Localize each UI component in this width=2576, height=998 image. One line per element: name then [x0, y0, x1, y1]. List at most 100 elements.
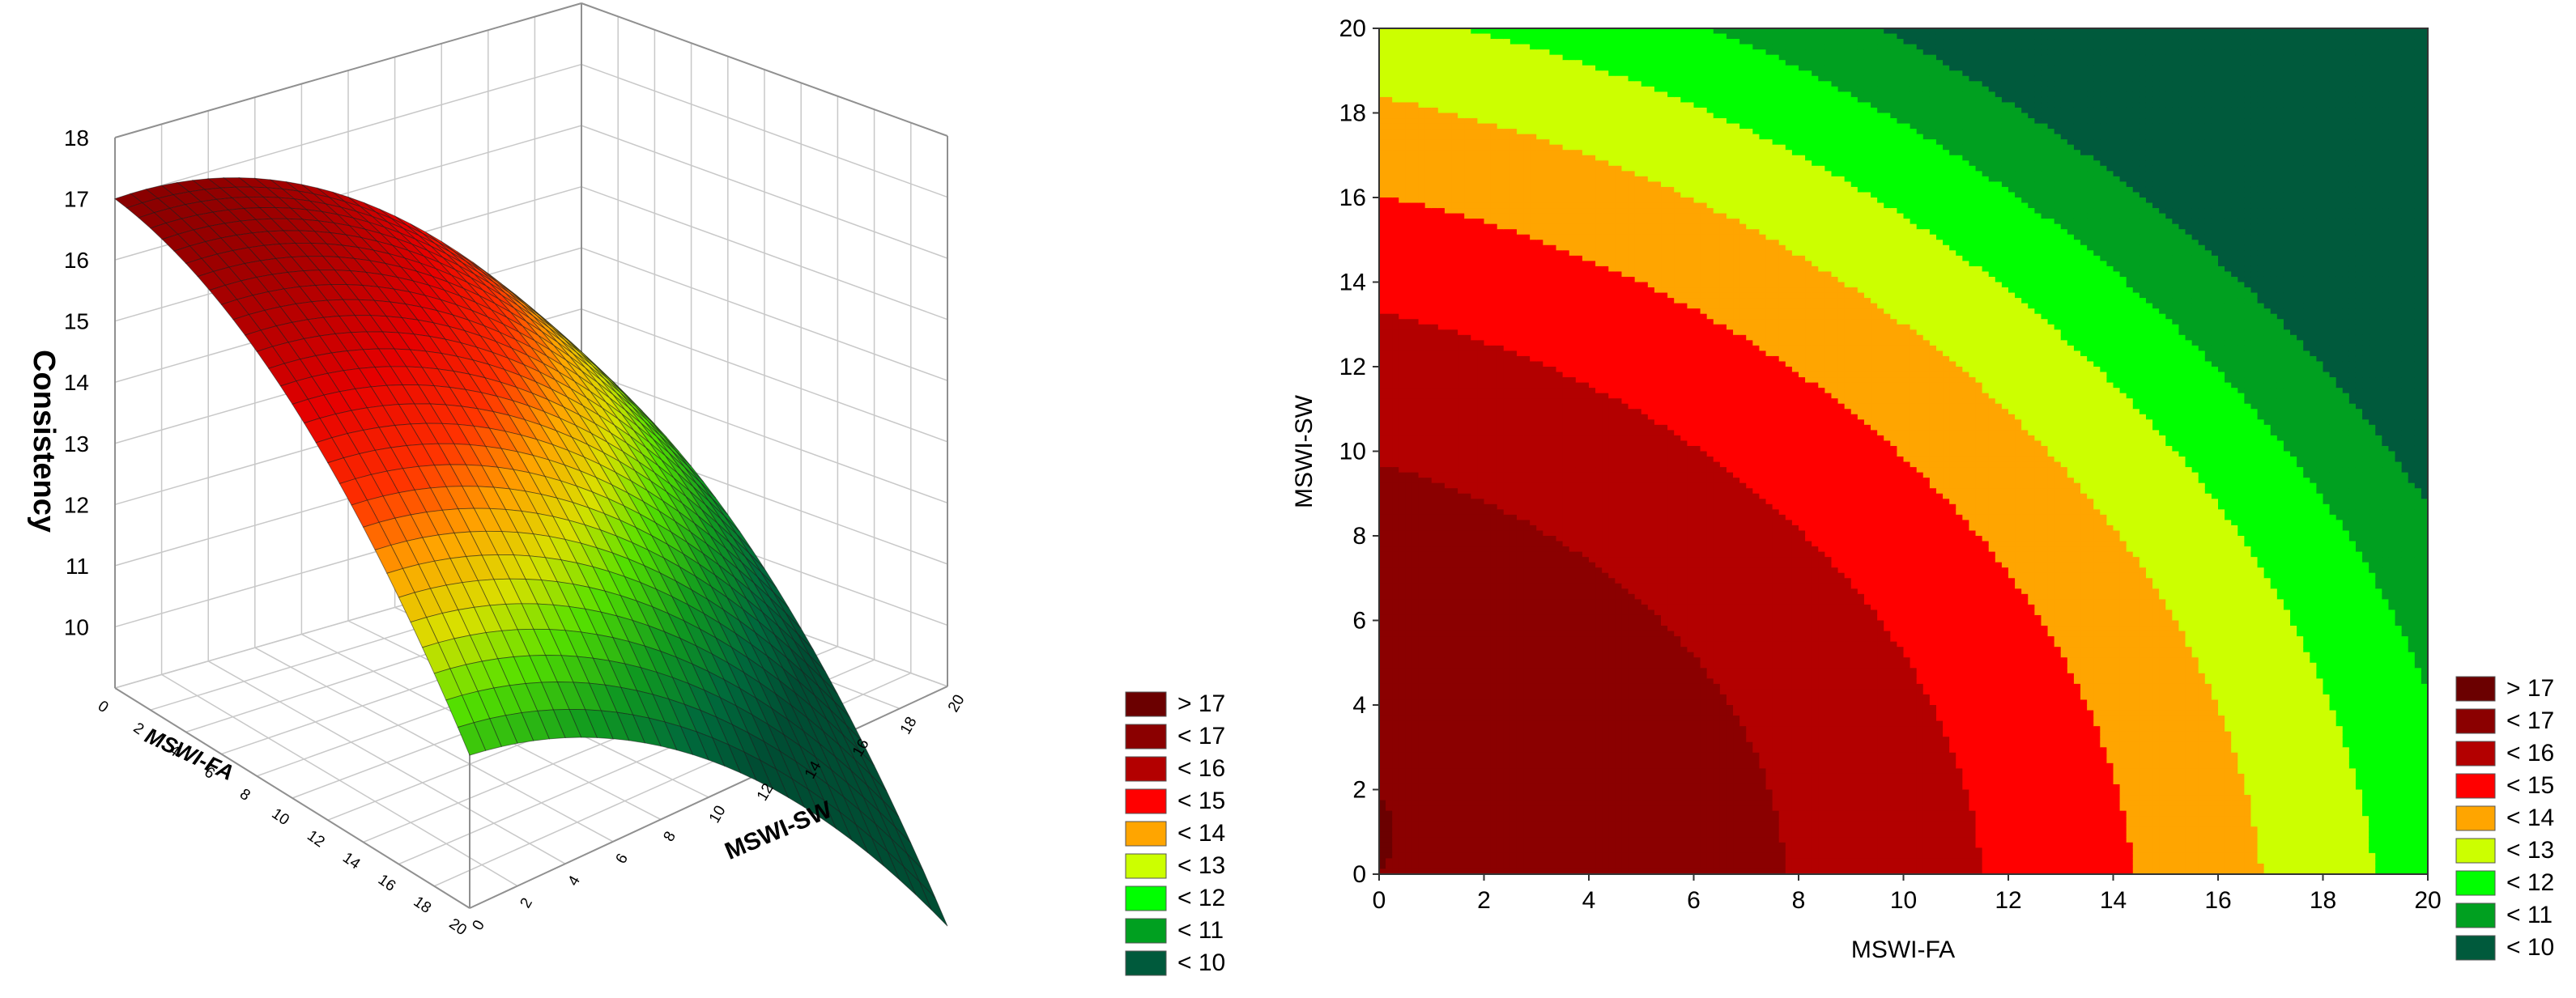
- contour-cell: [1530, 240, 1537, 245]
- contour-cell: [1491, 473, 1498, 478]
- contour-cell: [1425, 784, 1433, 790]
- contour-cell: [1523, 494, 1531, 499]
- contour-cell: [1471, 499, 1478, 504]
- contour-cell: [1504, 478, 1511, 483]
- contour-cell: [1405, 663, 1412, 669]
- contour-cell: [1445, 732, 1452, 737]
- contour-cell: [1523, 113, 1531, 119]
- contour-cell: [1411, 621, 1419, 626]
- contour-cell: [1530, 425, 1537, 431]
- contour-cell: [1405, 356, 1412, 362]
- contour-cell: [1504, 795, 1511, 801]
- contour-cell: [1419, 647, 1426, 652]
- contour-cell: [1438, 308, 1446, 314]
- contour-cell: [1425, 452, 1433, 457]
- contour-cell: [1451, 494, 1458, 499]
- contour-cell: [1484, 694, 1492, 700]
- contour-cell: [1517, 626, 1524, 631]
- contour-cell: [1451, 97, 1458, 103]
- contour-cell: [1510, 689, 1518, 694]
- contour-cell: [1523, 346, 1531, 351]
- contour-cell: [1432, 642, 1439, 648]
- contour-cell: [1379, 573, 1386, 579]
- contour-cell: [1379, 452, 1386, 457]
- contour-cell: [1504, 97, 1511, 103]
- contour-cell: [1399, 779, 1406, 784]
- contour-cell: [1458, 166, 1465, 172]
- contour-cell: [1464, 266, 1471, 272]
- contour-cell: [1477, 28, 1484, 34]
- contour-cell: [1419, 325, 1426, 330]
- contour-cell: [1425, 694, 1433, 700]
- contour-cell: [1445, 377, 1452, 383]
- contour-cell: [1445, 329, 1452, 335]
- contour-cell: [1419, 271, 1426, 277]
- contour-cell: [1484, 171, 1492, 176]
- contour-cell: [1477, 319, 1484, 325]
- contour-cell: [1484, 753, 1492, 758]
- contour-cell: [1517, 325, 1524, 330]
- contour-cell: [1405, 536, 1412, 541]
- contour-cell: [1458, 203, 1465, 209]
- contour-cell: [1411, 430, 1419, 435]
- contour-cell: [1411, 753, 1419, 758]
- contour-cell: [1510, 113, 1518, 119]
- contour-cell: [1438, 647, 1446, 652]
- contour-cell: [1438, 520, 1446, 525]
- contour-cell: [1425, 805, 1433, 811]
- contour-cell: [1504, 525, 1511, 531]
- contour-cell: [1504, 356, 1511, 362]
- contour-cell: [1438, 626, 1446, 631]
- contour-cell: [1445, 795, 1452, 801]
- contour-cell: [1471, 76, 1478, 82]
- contour-cell: [1477, 250, 1484, 256]
- contour-cell: [1504, 753, 1511, 758]
- contour-cell: [1530, 462, 1537, 468]
- contour-cell: [1536, 298, 1543, 304]
- contour-cell: [1491, 822, 1498, 827]
- contour-cell: [1392, 235, 1399, 240]
- contour-cell: [1484, 49, 1492, 55]
- contour-cell: [1491, 684, 1498, 690]
- contour-cell: [1399, 129, 1406, 134]
- contour-cell: [1399, 726, 1406, 732]
- contour-cell: [1386, 530, 1393, 536]
- contour-cell: [1438, 49, 1446, 55]
- contour-cell: [1477, 726, 1484, 732]
- contour-cell: [1530, 150, 1537, 155]
- contour-cell: [1458, 657, 1465, 663]
- x-tick-label: 16: [375, 871, 398, 894]
- y-tick-label: 0: [469, 917, 488, 933]
- contour-cell: [1458, 805, 1465, 811]
- contour-cell: [1405, 377, 1412, 383]
- contour-cell: [1477, 187, 1484, 193]
- contour-cell: [1523, 636, 1531, 642]
- contour-cell: [1510, 124, 1518, 130]
- contour-cell: [1536, 340, 1543, 346]
- contour-cell: [1379, 419, 1386, 425]
- contour-cell: [1411, 699, 1419, 705]
- contour-cell: [1464, 419, 1471, 425]
- contour-cell: [1399, 488, 1406, 494]
- contour-cell: [1425, 404, 1433, 410]
- contour-cell: [1432, 584, 1439, 589]
- contour-cell: [1471, 350, 1478, 356]
- contour-cell: [1432, 235, 1439, 240]
- contour-cell: [1458, 304, 1465, 309]
- contour-cell: [1386, 409, 1393, 414]
- contour-cell: [1405, 203, 1412, 209]
- contour-cell: [1464, 678, 1471, 684]
- contour-cell: [1451, 160, 1458, 166]
- contour-cell: [1497, 393, 1505, 399]
- contour-cell: [1445, 346, 1452, 351]
- contour-cell: [1405, 66, 1412, 71]
- contour-cell: [1432, 478, 1439, 483]
- contour-cell: [1504, 774, 1511, 779]
- contour-cell: [1523, 726, 1531, 732]
- contour-cell: [1451, 245, 1458, 251]
- contour-cell: [1530, 652, 1537, 658]
- contour-cell: [1510, 250, 1518, 256]
- contour-cell: [1477, 409, 1484, 414]
- contour-cell: [1458, 509, 1465, 515]
- z-tick-label: 12: [64, 492, 89, 517]
